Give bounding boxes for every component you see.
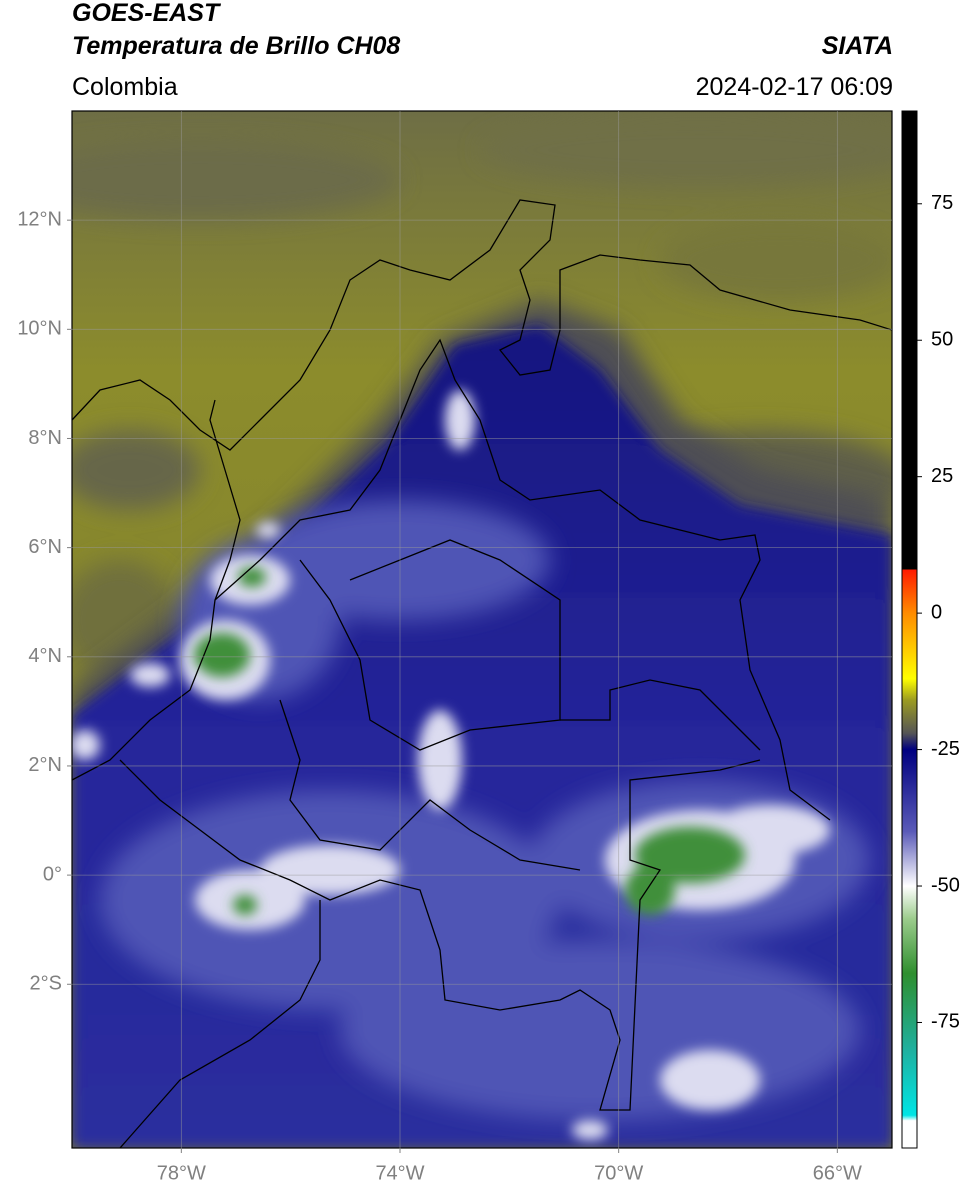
colorbar: 75 50 25 0 -25 -50 -75 — [901, 110, 960, 1149]
colorbar-ramp — [901, 110, 918, 1149]
colorbar-tick-label: -75 — [931, 1011, 960, 1033]
colorbar-tick-label: 50 — [931, 329, 953, 351]
y-tick-label: 2°N — [28, 754, 62, 776]
map-frame — [71, 110, 893, 1149]
datetime: 2024-02-17 06:09 — [696, 73, 893, 101]
satellite-image — [72, 111, 892, 1148]
source: SIATA — [822, 32, 893, 60]
y-tick-label: 6°N — [28, 536, 62, 558]
colorbar-tick-label: 75 — [931, 192, 953, 214]
x-tick-label: 74°W — [375, 1162, 424, 1184]
title-line2: Temperatura de Brillo CH08 — [72, 32, 400, 60]
grid — [72, 111, 892, 1148]
y-tick-label: 2°S — [30, 973, 62, 995]
y-tick-label: 4°N — [28, 645, 62, 667]
y-tick-label: 8°N — [28, 427, 62, 449]
title-line1: GOES-EAST — [72, 0, 222, 27]
region: Colombia — [72, 73, 178, 101]
colorbar-tick-label: -50 — [931, 874, 960, 896]
axis-ticks: 78°W 74°W 70°W 66°W 12°N 10°N 8°N 6°N 4°N 2°N 0° 2°… — [17, 208, 862, 1184]
x-tick-label: 66°W — [813, 1162, 862, 1184]
y-tick-label: 12°N — [17, 208, 62, 230]
x-tick-label: 70°W — [594, 1162, 643, 1184]
y-tick-label: 10°N — [17, 318, 62, 340]
colorbar-tick-label: 25 — [931, 465, 953, 487]
y-tick-label: 0° — [43, 863, 62, 885]
boundaries — [72, 199, 892, 1148]
colorbar-tick-label: -25 — [931, 738, 960, 760]
colorbar-tick-label: 0 — [931, 601, 942, 623]
x-tick-label: 78°W — [157, 1162, 206, 1184]
